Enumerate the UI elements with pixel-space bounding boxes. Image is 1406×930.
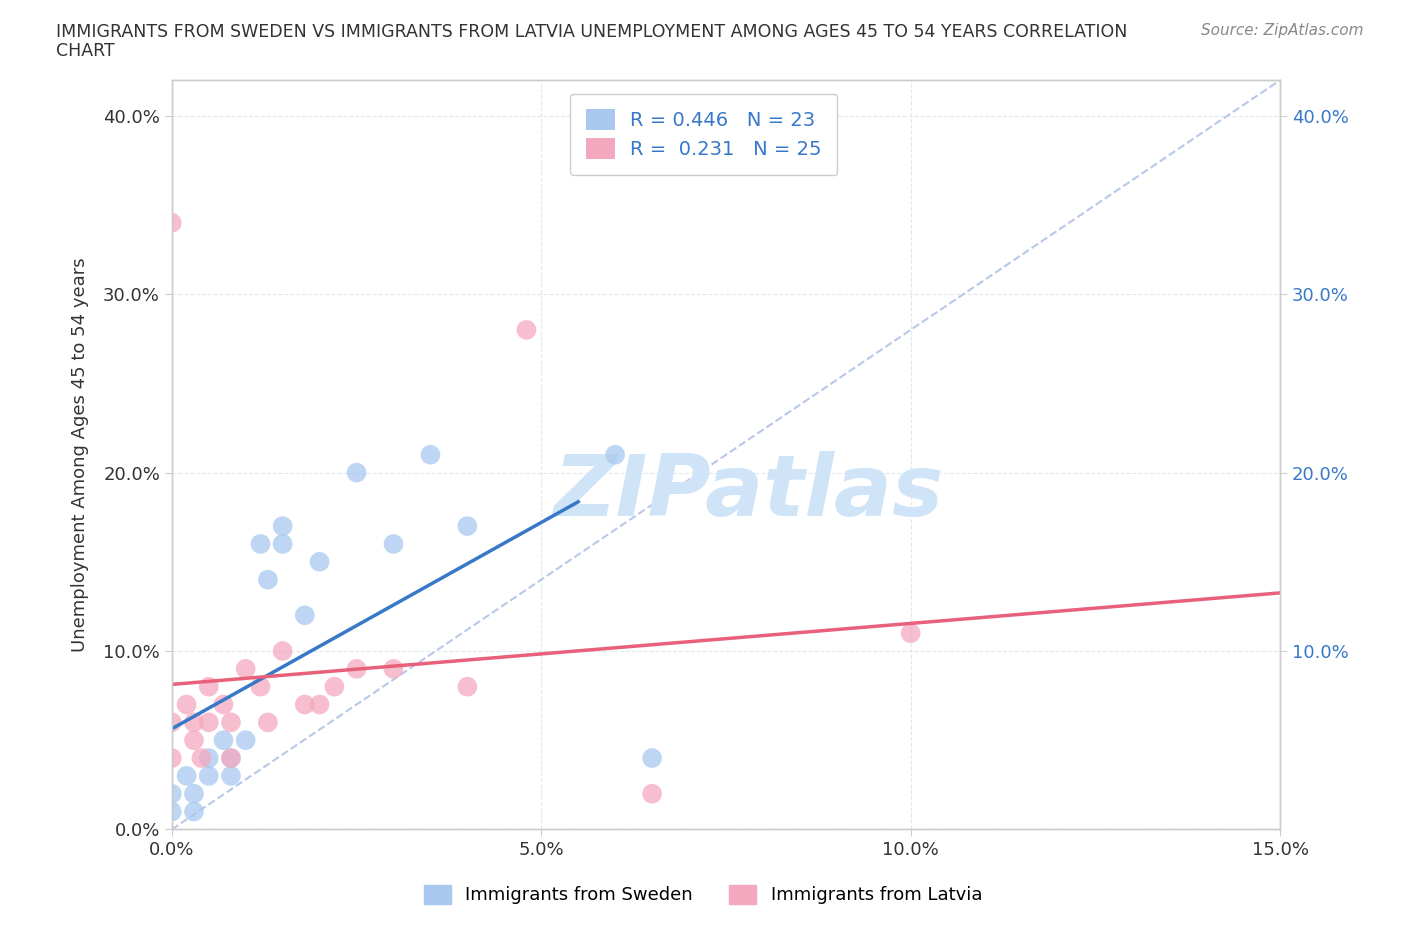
Point [160,804,183,819]
Point [219,751,242,765]
Point [160,216,183,231]
Point [176,698,198,712]
Legend: Immigrants from Sweden, Immigrants from Latvia: Immigrants from Sweden, Immigrants from … [416,878,990,911]
Legend: R = 0.446   N = 23, R =  0.231   N = 25: R = 0.446 N = 23, R = 0.231 N = 25 [571,94,838,175]
Point [190,751,212,765]
Text: IMMIGRANTS FROM SWEDEN VS IMMIGRANTS FROM LATVIA UNEMPLOYMENT AMONG AGES 45 TO 5: IMMIGRANTS FROM SWEDEN VS IMMIGRANTS FRO… [56,23,1128,41]
Point [183,715,205,730]
Point [271,519,294,534]
Point [641,786,664,801]
Point [382,537,405,551]
Point [183,733,205,748]
Point [271,644,294,658]
Point [294,608,316,623]
Point [382,661,405,676]
Point [323,679,346,694]
Point [183,804,205,819]
Point [235,733,257,748]
Point [605,447,627,462]
Point [197,768,219,783]
Point [219,751,242,765]
Point [183,786,205,801]
Text: ZIPatlas: ZIPatlas [553,451,943,534]
Point [456,519,478,534]
Point [160,715,183,730]
Point [197,715,219,730]
Point [271,537,294,551]
Point [160,786,183,801]
Point [219,768,242,783]
Point [294,698,316,712]
Point [212,698,235,712]
Point [212,733,235,748]
Point [219,715,242,730]
Text: Source: ZipAtlas.com: Source: ZipAtlas.com [1201,23,1364,38]
Text: CHART: CHART [56,42,115,60]
Point [257,572,280,587]
Point [160,751,183,765]
Point [456,679,478,694]
Point [419,447,441,462]
Point [515,323,537,338]
Point [308,554,330,569]
Point [235,661,257,676]
Point [257,715,280,730]
Point [308,698,330,712]
Y-axis label: Unemployment Among Ages 45 to 54 years: Unemployment Among Ages 45 to 54 years [72,258,89,652]
Point [197,751,219,765]
Point [346,661,368,676]
Point [249,679,271,694]
Point [176,768,198,783]
Point [641,751,664,765]
Point [900,626,922,641]
Point [249,537,271,551]
Point [346,465,368,480]
Point [197,679,219,694]
